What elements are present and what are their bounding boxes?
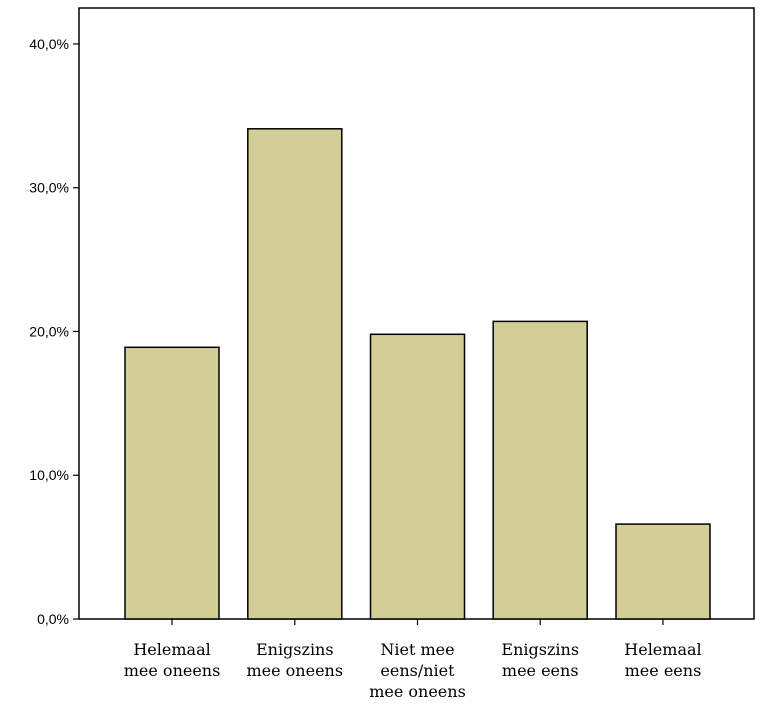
y-tick-label-0: 0,0%: [37, 611, 69, 627]
bar-4: [492, 320, 588, 620]
x-tick-label-3: Niet mee eens/niet mee oneens: [369, 640, 466, 701]
y-tick-label-3: 30,0%: [29, 180, 69, 196]
y-axis: 0,0% 10,0% 20,0% 30,0% 40,0%: [29, 36, 79, 627]
bar-2: [247, 128, 343, 620]
x-axis: Helemaal mee oneens Enigszins mee oneens Nie…: [124, 619, 702, 701]
x-tick-label-1: Helemaal mee oneens: [124, 640, 221, 680]
bar-3: [369, 333, 466, 620]
bar-1: [124, 346, 220, 620]
bars-group: [124, 128, 711, 620]
x-tick-label-2: Enigszins mee oneens: [246, 640, 343, 680]
x-tick-label-4: Enigszins mee eens: [501, 640, 579, 680]
y-tick-label-1: 10,0%: [29, 467, 69, 483]
x-tick-label-5: Helemaal mee eens: [624, 640, 701, 680]
y-tick-label-2: 20,0%: [29, 323, 69, 339]
y-tick-label-4: 40,0%: [29, 36, 69, 52]
bar-5: [615, 523, 711, 620]
